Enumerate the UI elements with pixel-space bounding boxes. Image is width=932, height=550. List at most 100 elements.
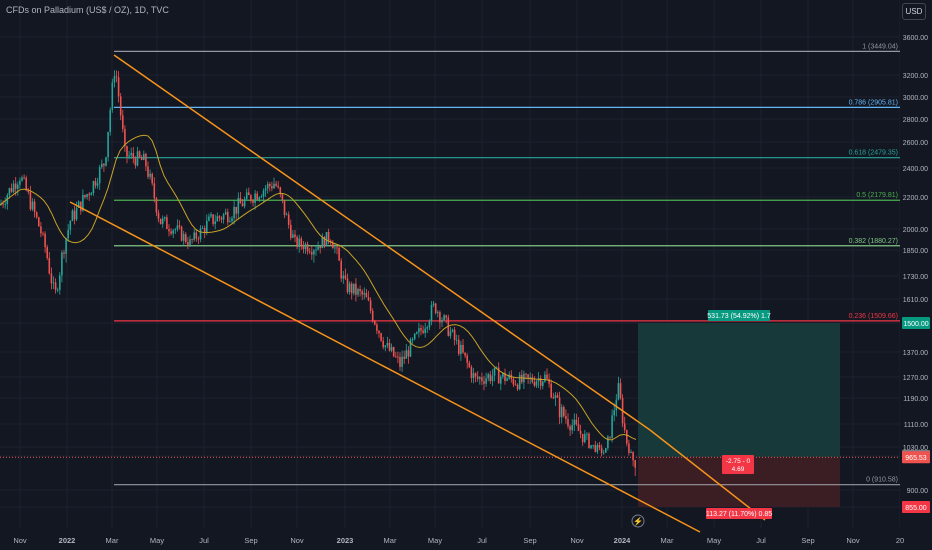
lightning-icon <box>631 514 645 528</box>
time-tick-label: Jul <box>756 536 766 545</box>
candle-body <box>584 434 586 443</box>
candle-body <box>323 236 326 247</box>
candle-body <box>59 275 61 290</box>
candle-body <box>109 109 111 132</box>
candle-body <box>586 433 588 435</box>
candle-body <box>266 183 269 189</box>
candle-body <box>430 304 433 322</box>
candle-body <box>271 186 273 189</box>
candle-body <box>376 324 378 331</box>
time-tick-label: Mar <box>661 536 674 545</box>
candle-body <box>8 188 11 196</box>
candle-body <box>521 374 523 383</box>
candle-body <box>239 198 242 204</box>
time-tick-label: Jul <box>477 536 487 545</box>
candle-body <box>449 331 452 336</box>
candle-body <box>617 383 620 400</box>
candle-body <box>319 246 321 249</box>
candle-body <box>548 378 550 384</box>
currency-button[interactable]: USD <box>902 3 926 20</box>
candle-body <box>304 244 307 250</box>
time-tick-label: Sep <box>244 536 257 545</box>
candle-body <box>73 210 76 220</box>
price-tick-label: 1030.00 <box>903 445 928 452</box>
candle-body <box>220 217 223 220</box>
price-axis[interactable]: 3600.00 3200.00 3000.00 2800.00 2600.00 2400.… <box>900 0 932 550</box>
candle-body <box>361 291 363 295</box>
candle-body <box>130 153 132 156</box>
candle-body <box>23 177 25 179</box>
candle-body <box>434 303 437 314</box>
candle-body <box>140 156 143 160</box>
candle-body <box>560 407 563 418</box>
candle-body <box>554 395 557 399</box>
candle-body <box>86 194 88 198</box>
candle-body <box>262 190 265 197</box>
candle-body <box>250 195 252 201</box>
candle-body <box>92 181 95 194</box>
candle-body <box>634 460 636 468</box>
candle-body <box>233 206 235 219</box>
price-tick-label: 3000.00 <box>903 95 928 102</box>
open-pnl-line2: 4.69 <box>732 466 745 473</box>
candle-body <box>298 238 300 247</box>
candle-body <box>321 236 324 249</box>
candle-body <box>71 210 74 222</box>
candle-body <box>598 445 601 448</box>
candle-body <box>136 151 139 166</box>
candle-body <box>424 328 426 333</box>
candle-body <box>147 166 149 177</box>
chart-title: CFDs on Palladium (US$ / OZ), 1D, TVC <box>6 5 169 15</box>
candle-body <box>609 436 611 438</box>
candle-body <box>527 374 529 378</box>
price-tick-label: 900.00 <box>907 488 929 495</box>
candle-body <box>411 339 414 340</box>
price-tick-label: 1370.00 <box>903 350 928 357</box>
candle-body <box>365 292 368 298</box>
candle-body <box>497 367 500 384</box>
candle-body <box>315 249 317 251</box>
candle-body <box>531 377 534 383</box>
candle-body <box>96 183 99 186</box>
fib-label-0.382: 0.382 (1880.27) <box>849 238 898 245</box>
candle-body <box>287 214 290 225</box>
candle-body <box>317 246 319 250</box>
ma-line <box>0 134 637 441</box>
candle-body <box>525 373 527 375</box>
candle-body <box>466 355 468 363</box>
candle-body <box>138 151 141 157</box>
candle-body <box>65 238 67 254</box>
candle-body <box>157 212 160 219</box>
candle-body <box>38 217 40 227</box>
candle-body <box>12 183 15 192</box>
candle-body <box>447 317 450 336</box>
candle-body <box>128 155 130 157</box>
candle-body <box>195 232 198 239</box>
candle-body <box>21 177 23 181</box>
time-axis[interactable]: Nov 2022 Mar May Jul Sep Nov 2023 Mar May Jul Sep No… <box>13 536 904 545</box>
candle-body <box>206 220 208 233</box>
price-tick-label: 1610.00 <box>903 297 928 304</box>
candle-body <box>313 250 315 255</box>
candle-body <box>180 226 183 241</box>
moving-average <box>0 134 637 441</box>
loss-label-bg <box>706 508 772 519</box>
candle-body <box>61 252 63 276</box>
candle-body <box>605 448 607 453</box>
position-labels: 531.73 (54.92%) 1.7 113.27 (11.70%) 0.85 -… <box>631 310 772 528</box>
candle-body <box>418 328 420 333</box>
price-tick-label: 2000.00 <box>903 227 928 234</box>
candle-body <box>462 344 464 353</box>
candle-body <box>529 377 531 378</box>
candle-body <box>31 201 34 210</box>
candle-body <box>445 315 447 318</box>
candle-body <box>468 362 471 367</box>
candle-body <box>476 376 479 379</box>
candle-body <box>277 185 279 188</box>
candle-body <box>544 374 546 382</box>
candle-body <box>216 216 219 222</box>
candle-body <box>103 163 105 166</box>
candle-body <box>487 374 489 379</box>
candle-body <box>105 157 107 166</box>
